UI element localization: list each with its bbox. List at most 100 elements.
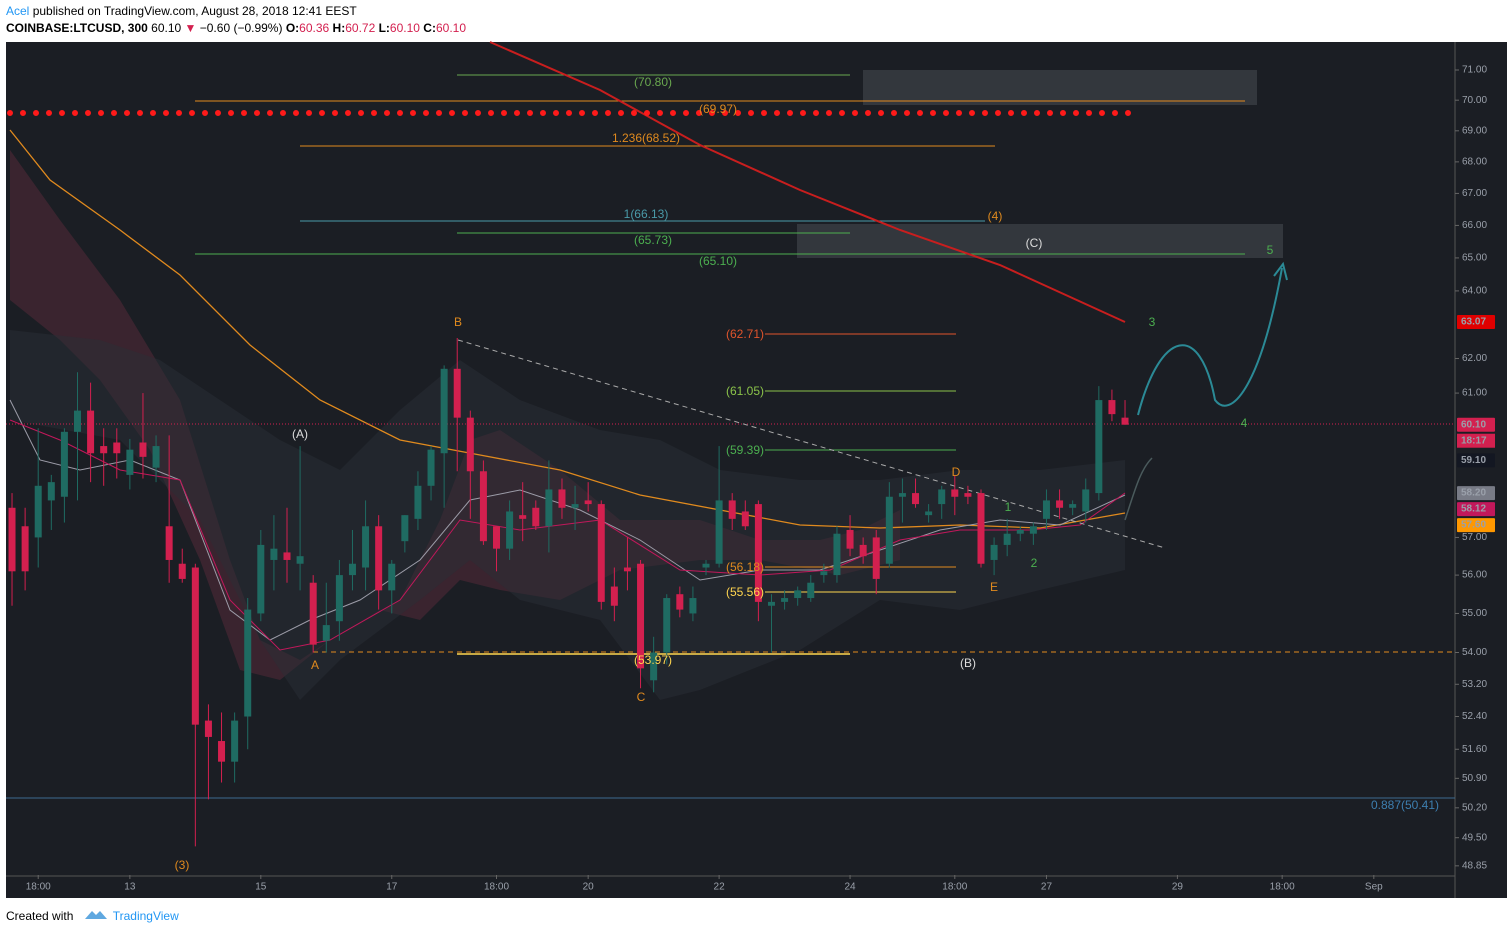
arrow-head [1273,261,1288,281]
ohlc-value: 60.36 [299,21,330,35]
price-badge-label: 58.20 [1461,488,1486,499]
candle-body [820,571,828,576]
candle-body [663,598,671,653]
annotation: C [637,690,646,704]
candle-body [597,504,605,602]
x-tick-label: 20 [583,882,595,893]
candle-body [270,548,278,560]
brand[interactable]: TradingView [112,909,179,923]
candle-body [1069,504,1077,508]
candle-body [1056,500,1064,508]
y-tick-label: 64.00 [1462,286,1487,297]
published: published on TradingView.com, August 28,… [32,4,357,18]
y-tick-label: 65.00 [1462,253,1487,264]
annotation: 3 [1149,315,1156,329]
annotation: (C) [1026,236,1043,250]
candle-body [898,493,906,497]
author[interactable]: Acel [6,4,30,18]
candles [8,337,1129,847]
candle-body [296,556,304,564]
candle-body [781,598,789,602]
candle-body [925,511,933,516]
annotation: (59.39) [726,443,764,457]
candle-body [309,582,317,645]
annotation: E [990,580,998,594]
candle-body [493,526,501,549]
drawings [6,41,1455,799]
annotation: (70.80) [634,75,672,89]
candle-body [178,563,186,579]
price-badge [1457,518,1495,533]
y-tick-label: 69.00 [1462,125,1487,136]
y-tick-label: 67.00 [1462,188,1487,199]
annotation: 1(66.13) [624,207,669,221]
y-tick-label: 50.90 [1462,773,1487,784]
candle-body [100,446,108,454]
price-badge-label: 59.10 [1461,455,1486,466]
annotation: (B) [960,656,976,670]
candle-body [794,590,802,599]
y-tick-label: 71.00 [1462,65,1487,76]
axes: 71.00 70.00 69.00 68.00 67.00 66.00 65.00 64.00… [26,65,1495,893]
candle-body [767,601,775,606]
candle-body [322,625,330,641]
price-badge-label: 58.12 [1461,504,1486,515]
candle-body [191,567,199,725]
candle-body [676,594,684,610]
created: Created with [6,909,74,923]
annotation: (A) [292,427,308,441]
candle-body [283,552,291,560]
logo [84,911,107,919]
annotation: (65.10) [699,254,737,268]
ohlc-label: L: [378,21,390,35]
y-tick-label: 50.20 [1462,802,1487,813]
candle-body [73,410,81,432]
candle-body [715,500,723,564]
y-tick-label: 57.00 [1462,532,1487,543]
candle-body [60,431,68,497]
y-tick-label: 52.40 [1462,711,1487,722]
moving-average [9,419,1126,651]
candle-body [990,544,998,560]
candle-body [951,489,959,497]
annotation: 1.236(68.52) [612,131,680,145]
x-tick-label: 17 [386,882,398,893]
ohlc-value: 60.10 [389,21,420,35]
annotation: 2 [1031,556,1038,570]
candle-body [204,720,212,737]
candle-body [362,526,370,568]
x-tick-label: 24 [844,882,856,893]
annotation: (61.05) [726,384,764,398]
candle-body [1108,400,1116,415]
candle-body [1121,417,1129,425]
candle-body [218,741,226,762]
annotation: (56.18) [726,560,764,574]
candle-body [113,442,121,454]
candle-body [139,442,147,457]
annotation: (53.97) [634,653,672,667]
annotation: (4) [988,209,1003,223]
y-tick-label: 68.00 [1462,157,1487,168]
candle-body [34,485,42,538]
candle-body [859,544,867,557]
price-badge-label: 60.10 [1461,419,1486,430]
candle-body [1042,500,1050,519]
y-tick-label: 49.50 [1462,832,1487,843]
footer: Created with TradingView [6,909,179,923]
ohlc-label: C: [423,21,436,35]
price-badge [1457,453,1495,468]
band [10,330,1125,700]
candle-body [126,449,134,475]
candle-body [401,515,409,542]
price-badge-label: 57.60 [1461,520,1486,531]
zone [863,70,1257,105]
candle-body [479,471,487,542]
annotation: 1 [1005,500,1012,514]
candle-body [506,511,514,549]
chart: (70.80) (69.97) 1.236(68.52) 1(66.13) (4) (65… [6,41,1507,898]
x-tick-label: 29 [1172,882,1184,893]
change: −0.60 (−0.99%) [199,21,283,35]
annotation: A [311,658,319,672]
candle-body [872,537,880,579]
candle-body [623,567,631,572]
